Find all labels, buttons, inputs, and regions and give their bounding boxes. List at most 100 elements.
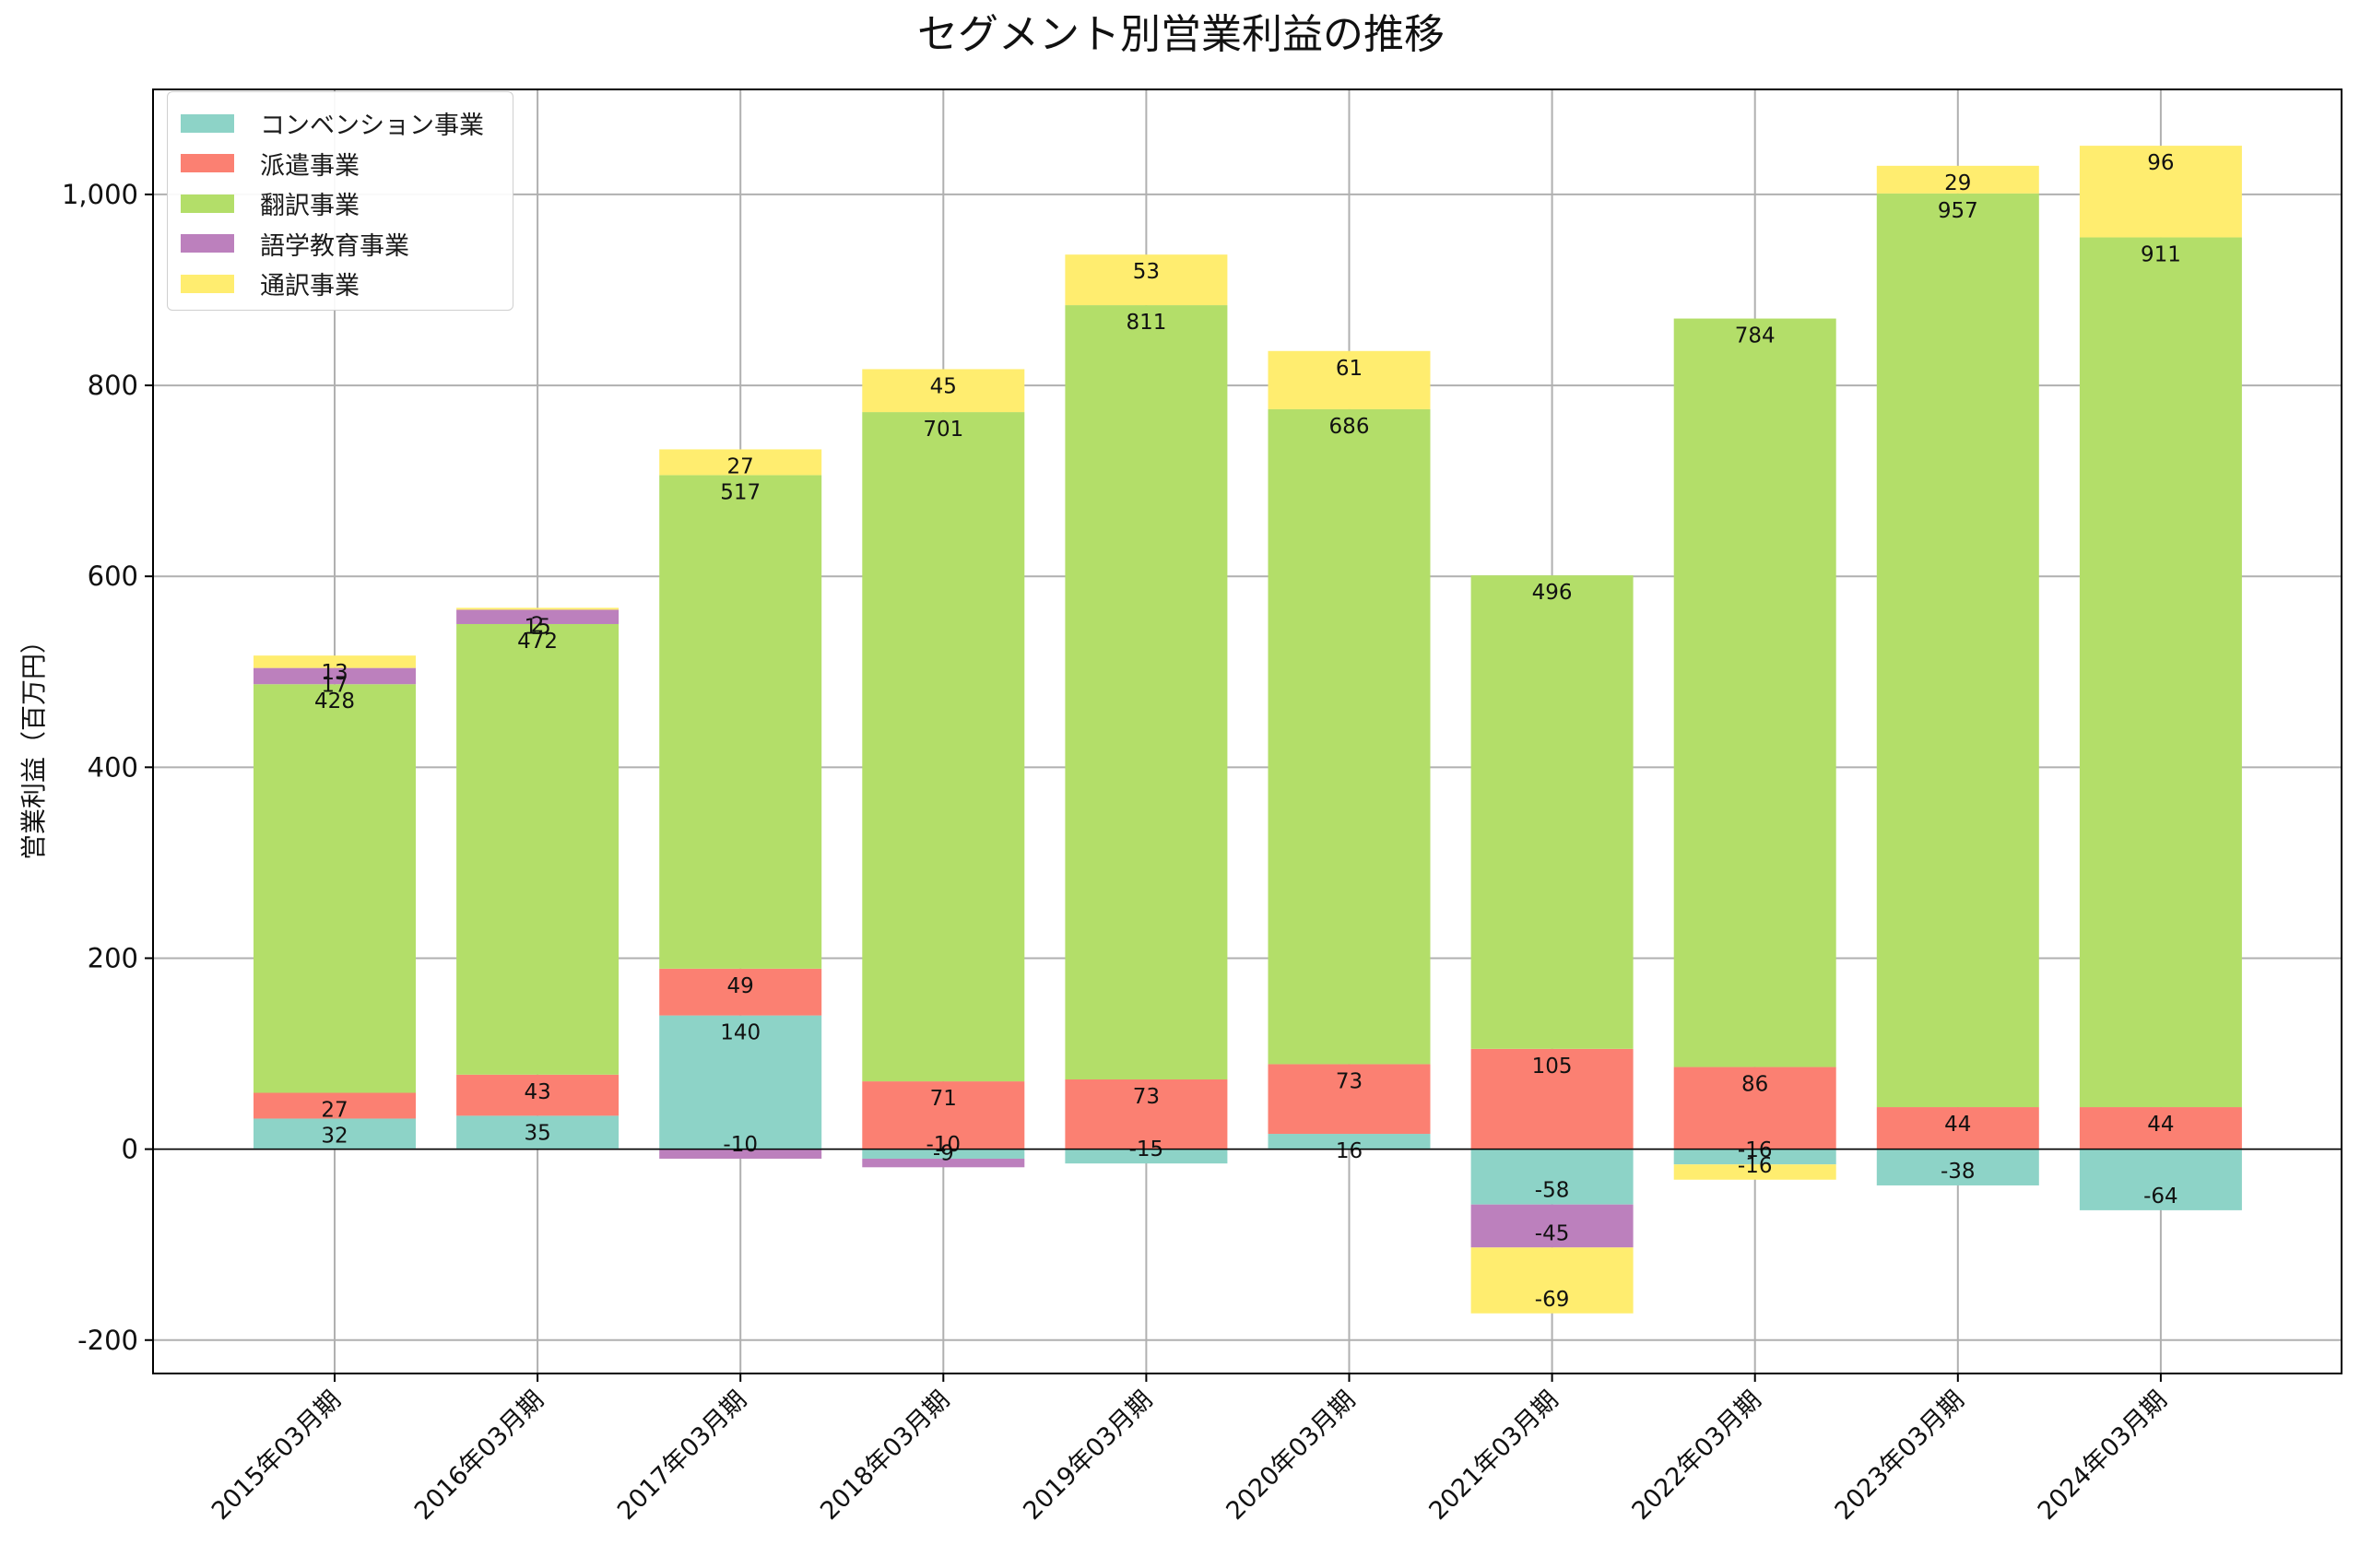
data-label: 73 bbox=[1133, 1085, 1160, 1109]
data-label: 44 bbox=[1944, 1113, 1971, 1137]
bar-segment bbox=[1268, 408, 1431, 1065]
data-label: 44 bbox=[2147, 1113, 2174, 1137]
bar-segment bbox=[659, 449, 822, 476]
x-tick-label: 2022年03月期 bbox=[1627, 1385, 1767, 1526]
data-label: 71 bbox=[930, 1087, 957, 1111]
bar-segment bbox=[659, 1015, 822, 1149]
data-label: -58 bbox=[1535, 1179, 1570, 1203]
legend-item: 派遣事業 bbox=[181, 144, 513, 184]
x-tick-label: 2019年03月期 bbox=[1018, 1385, 1158, 1526]
data-label: 784 bbox=[1735, 324, 1776, 348]
bar-segment bbox=[1470, 1247, 1634, 1314]
bar-segment bbox=[456, 607, 620, 610]
bar-segment bbox=[456, 623, 620, 1075]
data-label: 957 bbox=[1938, 199, 1978, 223]
data-label: -38 bbox=[1941, 1160, 1976, 1184]
data-label: 32 bbox=[321, 1124, 348, 1148]
data-label: -64 bbox=[2143, 1185, 2178, 1208]
bars bbox=[254, 146, 2242, 1314]
legend-item: コンベンション事業 bbox=[181, 103, 513, 144]
chart-title: セグメント別営業利益の推移 bbox=[917, 11, 1445, 58]
data-label: -10 bbox=[723, 1133, 758, 1157]
data-label: 45 bbox=[930, 374, 957, 398]
data-label: 701 bbox=[923, 418, 963, 442]
y-tick-label: 200 bbox=[88, 942, 138, 973]
y-tick-label: 1,000 bbox=[62, 179, 138, 210]
data-label: 96 bbox=[2147, 151, 2174, 175]
bar-segment bbox=[862, 369, 1025, 413]
bar-segment bbox=[1876, 1107, 2039, 1149]
legend-swatch bbox=[181, 234, 234, 253]
data-label: -69 bbox=[1535, 1288, 1570, 1312]
y-tick-label: 0 bbox=[122, 1134, 138, 1165]
x-tick-label: 2023年03月期 bbox=[1830, 1385, 1970, 1526]
bar-segment bbox=[1673, 1164, 1836, 1180]
legend-label: 翻訳事業 bbox=[260, 192, 360, 221]
bar-segment bbox=[254, 655, 416, 668]
x-tick-label: 2016年03月期 bbox=[409, 1385, 549, 1526]
bar-segment bbox=[1876, 165, 2039, 194]
bar-segment bbox=[1470, 1048, 1634, 1149]
data-labels: 32274281713354347215214049517-1027-10717… bbox=[314, 151, 2181, 1312]
plot-frame bbox=[152, 88, 2342, 1374]
y-axis-label: 営業利益（百万円） bbox=[18, 628, 49, 860]
data-label: 13 bbox=[321, 661, 348, 685]
data-label: 29 bbox=[1944, 171, 1971, 195]
bar-segment bbox=[2079, 146, 2242, 238]
legend-item: 翻訳事業 bbox=[181, 183, 513, 224]
bar-segment bbox=[1268, 1134, 1431, 1149]
data-label: -16 bbox=[1738, 1138, 1773, 1162]
bar-segment bbox=[1673, 1067, 1836, 1149]
bar-segment bbox=[862, 412, 1025, 1082]
data-label: 811 bbox=[1126, 311, 1166, 335]
legend-swatch bbox=[181, 113, 234, 133]
legend-label: 語学教育事業 bbox=[260, 231, 409, 261]
bar-segment bbox=[659, 1149, 822, 1159]
bar-segment bbox=[1065, 305, 1228, 1080]
data-label: -16 bbox=[1738, 1154, 1773, 1178]
bar-segment bbox=[659, 968, 822, 1016]
x-tick-label: 2015年03月期 bbox=[206, 1385, 347, 1526]
bar-segment bbox=[254, 684, 416, 1093]
bar-segment bbox=[862, 1149, 1025, 1159]
bar-segment bbox=[1470, 575, 1634, 1049]
data-label: 140 bbox=[720, 1021, 761, 1045]
data-label: 49 bbox=[727, 974, 754, 998]
data-label: 105 bbox=[1532, 1055, 1573, 1079]
bar-segment bbox=[862, 1158, 1025, 1168]
data-label: 35 bbox=[524, 1121, 550, 1145]
bar-segment bbox=[456, 609, 620, 624]
data-label: 496 bbox=[1532, 581, 1573, 605]
bar-segment bbox=[1470, 1204, 1634, 1248]
bar-segment bbox=[1673, 318, 1836, 1067]
data-label: 61 bbox=[1336, 357, 1363, 381]
bar-segment bbox=[254, 1092, 416, 1119]
bar-segment bbox=[2079, 237, 2242, 1108]
data-label: 86 bbox=[1741, 1073, 1768, 1097]
legend: コンベンション事業派遣事業翻訳事業語学教育事業 通訳事業 bbox=[167, 91, 513, 311]
bar-segment bbox=[1065, 254, 1228, 306]
x-tick-label: 2017年03月期 bbox=[612, 1385, 752, 1526]
legend-swatch bbox=[181, 274, 234, 293]
data-label: 428 bbox=[314, 690, 355, 713]
bar-segment bbox=[1268, 1064, 1431, 1135]
bar-segment bbox=[1268, 350, 1431, 409]
y-tick-label: -200 bbox=[77, 1325, 138, 1356]
data-label: -9 bbox=[933, 1141, 954, 1165]
legend-label: コンベンション事業 bbox=[260, 112, 484, 141]
legend-label: 通訳事業 bbox=[260, 272, 360, 301]
data-label: -10 bbox=[926, 1133, 962, 1157]
data-label: -45 bbox=[1535, 1221, 1570, 1245]
y-tick-label: 600 bbox=[88, 560, 138, 592]
bar-segment bbox=[1470, 1149, 1634, 1205]
data-label: 472 bbox=[517, 630, 558, 654]
legend-swatch bbox=[181, 194, 234, 213]
bar-segment bbox=[456, 1115, 620, 1149]
data-label: 686 bbox=[1329, 415, 1370, 439]
bar-segment bbox=[254, 667, 416, 685]
bar-segment bbox=[2079, 1107, 2242, 1149]
bar-segment bbox=[1065, 1079, 1228, 1149]
x-tick-label: 2024年03月期 bbox=[2033, 1385, 2173, 1526]
